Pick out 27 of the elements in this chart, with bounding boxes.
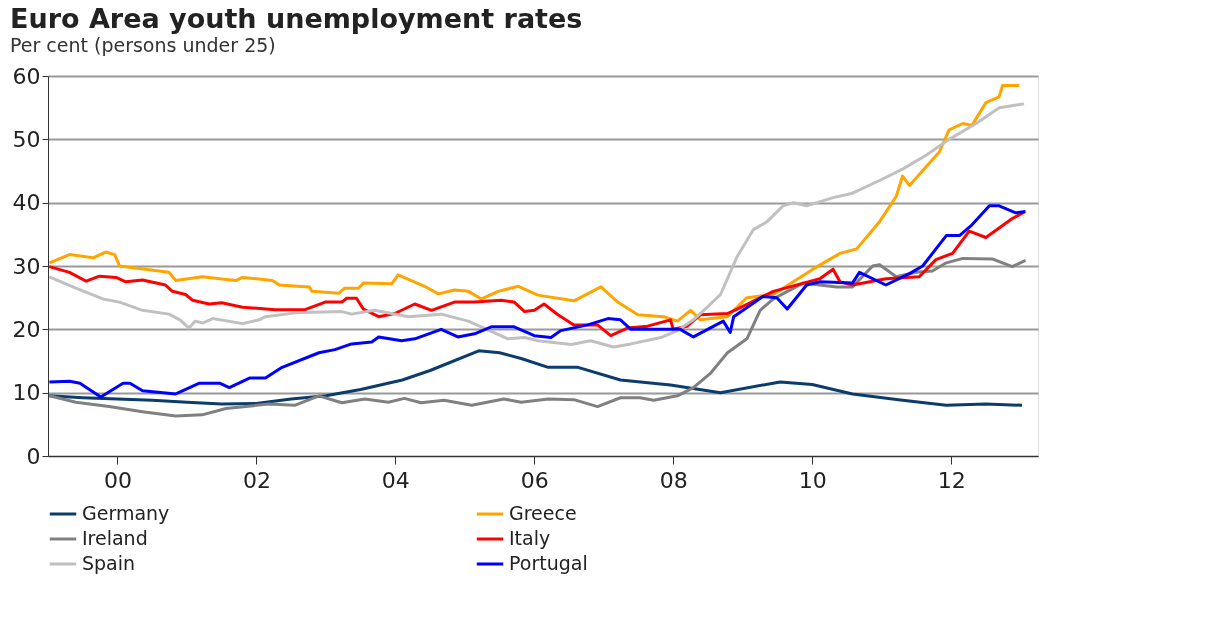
x-tick-label: 02 xyxy=(242,467,271,493)
legend-label: Italy xyxy=(509,527,551,549)
y-tick-label: 30 xyxy=(12,253,41,279)
x-tick-label: 04 xyxy=(381,467,410,493)
chart-subtitle: Per cent (persons under 25) xyxy=(10,34,276,56)
legend-label: Ireland xyxy=(82,527,148,549)
x-tick-label: 08 xyxy=(659,467,688,493)
x-tick-label: 10 xyxy=(798,467,827,493)
legend-label: Spain xyxy=(82,552,136,574)
line-series xyxy=(48,256,1027,418)
legend-label: Greece xyxy=(509,502,577,524)
line-series xyxy=(48,102,1026,349)
y-tick-label: 40 xyxy=(12,190,41,216)
line-series xyxy=(48,204,1027,399)
line-series xyxy=(48,349,1024,407)
chart-title: Euro Area youth unemployment rates xyxy=(10,3,583,34)
x-tick-label: 00 xyxy=(103,467,132,493)
y-tick-label: 60 xyxy=(12,63,41,89)
y-tick-label: 50 xyxy=(12,126,41,152)
x-tick-label: 12 xyxy=(937,467,966,493)
y-tick-label: 0 xyxy=(26,443,41,469)
line-series xyxy=(48,84,1021,323)
y-tick-label: 20 xyxy=(12,316,41,342)
legend-label: Germany xyxy=(82,502,170,524)
x-tick-label: 06 xyxy=(520,467,549,493)
legend-label: Portugal xyxy=(509,552,588,574)
y-tick-label: 10 xyxy=(12,380,41,406)
